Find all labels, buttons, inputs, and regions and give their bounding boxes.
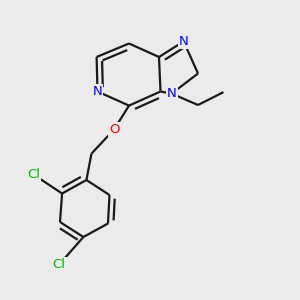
Text: N: N xyxy=(93,85,102,98)
Text: Cl: Cl xyxy=(52,258,66,271)
Text: Cl: Cl xyxy=(27,168,40,181)
Text: N: N xyxy=(167,87,176,100)
Text: N: N xyxy=(179,35,188,48)
Text: O: O xyxy=(109,123,119,136)
